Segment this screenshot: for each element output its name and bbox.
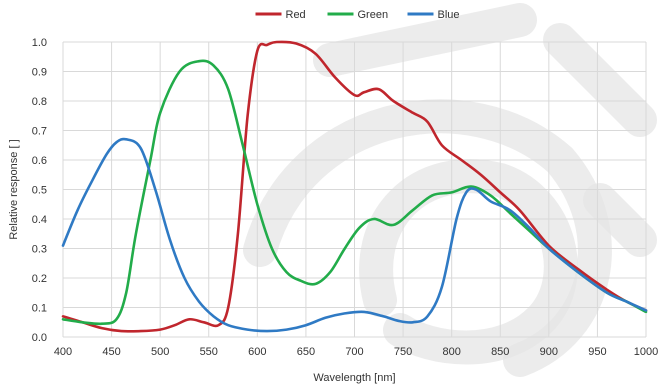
x-tick-label: 500 xyxy=(151,346,169,358)
x-tick-label: 450 xyxy=(102,346,120,358)
x-tick-label: 750 xyxy=(394,346,412,358)
y-tick-label: 0.4 xyxy=(32,214,47,226)
legend-label-blue: Blue xyxy=(438,9,460,21)
legend-label-green: Green xyxy=(358,9,389,21)
x-tick-label: 650 xyxy=(297,346,315,358)
x-tick-label: 550 xyxy=(200,346,218,358)
legend: Red Green Blue xyxy=(255,9,460,21)
x-tick-labels: 400 450 500 550 600 650 700 750 800 850 900 950 1000 xyxy=(54,346,658,358)
y-axis-title: Relative response [ ] xyxy=(8,139,20,239)
series-line-red xyxy=(61,40,648,333)
y-tick-labels: 0.0 0.1 0.2 0.3 0.4 0.5 0.6 0.7 0.8 0.9 1.0 xyxy=(32,37,47,344)
y-tick-label: 0.3 xyxy=(32,244,47,256)
x-tick-label: 600 xyxy=(248,346,266,358)
x-tick-label: 800 xyxy=(442,346,460,358)
series-lines xyxy=(61,40,648,333)
x-tick-label: 850 xyxy=(491,346,509,358)
y-tick-label: 0.2 xyxy=(32,273,47,285)
y-tick-label: 0.0 xyxy=(32,332,47,344)
y-tick-label: 0.6 xyxy=(32,155,47,167)
series-line-blue xyxy=(61,137,648,333)
y-tick-label: 0.7 xyxy=(32,126,47,138)
watermark-logo xyxy=(243,3,657,377)
x-tick-label: 400 xyxy=(54,346,72,358)
y-tick-label: 0.1 xyxy=(32,303,47,315)
y-tick-label: 0.8 xyxy=(32,96,47,108)
y-tick-label: 1.0 xyxy=(32,37,47,49)
x-tick-label: 950 xyxy=(588,346,606,358)
y-tick-label: 0.5 xyxy=(32,185,47,197)
series-line-green xyxy=(61,59,648,326)
legend-label-red: Red xyxy=(286,9,306,21)
x-tick-label: 700 xyxy=(345,346,363,358)
y-tick-label: 0.9 xyxy=(32,67,47,79)
x-tick-label: 1000 xyxy=(634,346,658,358)
x-tick-label: 900 xyxy=(540,346,558,358)
x-axis-title: Wavelength [nm] xyxy=(313,372,395,384)
